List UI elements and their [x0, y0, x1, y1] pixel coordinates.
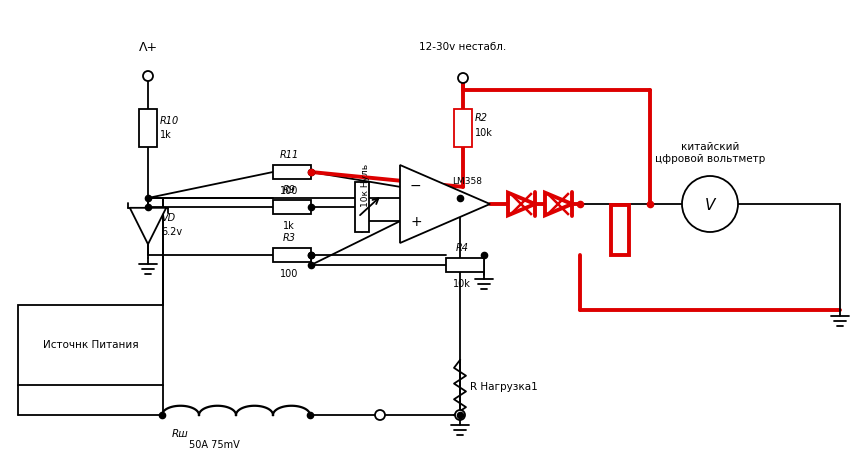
Bar [611, 205, 629, 255]
Text: R10: R10 [160, 116, 179, 126]
Text: R4: R4 [455, 243, 468, 253]
Text: VD: VD [161, 213, 175, 223]
Text: 50A 75mV: 50A 75mV [189, 440, 239, 450]
Text: Rш: Rш [172, 429, 188, 439]
Bar [18, 305, 163, 385]
Polygon shape [508, 193, 535, 215]
Bar [273, 165, 311, 179]
Text: 10к Нуль: 10к Нуль [361, 164, 371, 207]
Bar [454, 109, 472, 147]
Text: 6.2v: 6.2v [161, 227, 182, 237]
Polygon shape [400, 165, 490, 243]
Text: V: V [705, 199, 715, 213]
Bar [355, 182, 369, 232]
Text: R11: R11 [279, 150, 299, 160]
Bar [139, 109, 157, 147]
Text: китайский
цфровой вольтметр: китайский цфровой вольтметр [655, 143, 766, 164]
Bar [273, 200, 311, 214]
Text: 10k: 10k [453, 279, 471, 289]
Text: 100: 100 [280, 186, 298, 196]
Bar [273, 248, 311, 262]
Text: 10k: 10k [475, 128, 492, 138]
Text: 1k: 1k [283, 221, 295, 231]
Text: 12-30v нестабл.: 12-30v нестабл. [419, 42, 506, 52]
Bar [446, 258, 484, 272]
Circle shape [682, 176, 738, 232]
Text: Λ+: Λ+ [138, 41, 157, 54]
Text: R3: R3 [283, 233, 295, 243]
Text: LM358: LM358 [452, 177, 482, 186]
Text: R9: R9 [283, 185, 295, 195]
Text: R2: R2 [475, 113, 488, 123]
Text: +: + [410, 215, 422, 229]
Circle shape [458, 73, 468, 83]
Polygon shape [545, 193, 572, 215]
Text: 1k: 1k [160, 130, 172, 140]
Circle shape [375, 410, 385, 420]
Circle shape [455, 410, 465, 420]
Text: Источнк Питания: Источнк Питания [42, 340, 138, 350]
Polygon shape [130, 208, 166, 244]
Circle shape [143, 71, 153, 81]
Text: R Нагрузка1: R Нагрузка1 [470, 382, 537, 393]
Text: 100: 100 [280, 269, 298, 279]
Text: −: − [410, 179, 422, 193]
